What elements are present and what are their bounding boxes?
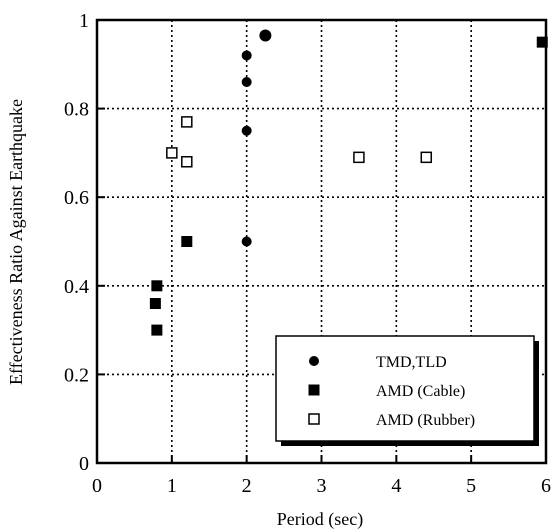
amd-cable-point bbox=[151, 280, 163, 292]
x-tick-label: 1 bbox=[167, 475, 177, 497]
x-tick-label: 3 bbox=[317, 475, 327, 497]
x-tick-label: 6 bbox=[541, 475, 551, 497]
amd-cable-point bbox=[151, 324, 163, 336]
y-tick-label: 0.8 bbox=[64, 99, 89, 121]
data-points bbox=[149, 29, 548, 336]
amd-rubber-point bbox=[353, 151, 365, 164]
y-tick-label: 0.6 bbox=[64, 187, 89, 209]
legend-marker bbox=[309, 356, 319, 366]
tmd-tld-point bbox=[241, 236, 252, 247]
x-tick-label: 0 bbox=[92, 475, 102, 497]
y-axis-title: Effectiveness Ratio Against Earthquake bbox=[6, 99, 26, 385]
x-tick-label: 4 bbox=[391, 475, 401, 497]
amd-cable-point bbox=[181, 236, 193, 247]
legend-marker bbox=[308, 413, 320, 425]
legend-label: AMD (Cable) bbox=[376, 383, 465, 400]
tmd-tld-point bbox=[241, 125, 252, 136]
legend: TMD,TLD AMD (Cable) AMD (Rubber) bbox=[275, 335, 539, 446]
legend-label: AMD (Rubber) bbox=[376, 412, 475, 429]
y-tick-label: 1 bbox=[79, 10, 89, 32]
y-tick-label: 0.4 bbox=[64, 276, 89, 298]
amd-rubber-point bbox=[166, 147, 178, 159]
tmd-tld-point bbox=[259, 29, 272, 42]
axis-ticks: 0 1 2 3 4 5 6 0 0.2 0.4 0.6 0.8 1 bbox=[64, 10, 551, 497]
x-tick-label: 2 bbox=[242, 475, 252, 497]
y-tick-label: 0.2 bbox=[64, 364, 89, 386]
amd-rubber-point bbox=[181, 156, 193, 168]
legend-label: TMD,TLD bbox=[376, 354, 447, 371]
x-tick-label: 5 bbox=[466, 475, 476, 497]
x-axis-title: Period (sec) bbox=[277, 509, 363, 530]
y-tick-label: 0 bbox=[79, 453, 89, 475]
amd-cable-point bbox=[536, 36, 548, 48]
tmd-tld-point bbox=[241, 50, 252, 61]
tmd-tld-point bbox=[241, 77, 252, 88]
legend-marker bbox=[308, 384, 320, 396]
amd-rubber-point bbox=[181, 116, 193, 128]
amd-cable-point bbox=[149, 298, 161, 310]
amd-rubber-point bbox=[420, 151, 433, 164]
